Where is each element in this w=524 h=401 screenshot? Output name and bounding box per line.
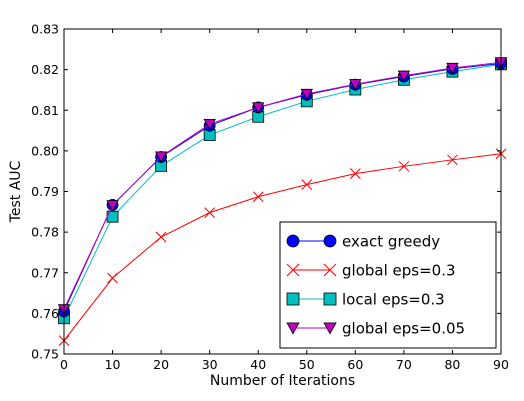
y-tick-label: 0.80 — [31, 143, 59, 158]
y-tick-label: 0.82 — [31, 62, 59, 77]
x-tick-label: 60 — [347, 357, 363, 372]
series-point — [154, 151, 168, 163]
series-line — [63, 153, 502, 341]
y-tick-label: 0.78 — [31, 225, 59, 240]
series-point — [301, 179, 313, 190]
x-tick-label: 0 — [60, 357, 68, 372]
legend: exact greedy global eps=0.3 local eps=0.3 g… — [279, 221, 497, 349]
x-marker-stroke — [107, 272, 118, 284]
x-marker-stroke — [204, 207, 216, 218]
series-point — [397, 70, 411, 82]
x-tick-label: 50 — [299, 357, 315, 372]
x-tick-label: 80 — [444, 357, 460, 372]
x-axis-label: Number of Iterations — [210, 373, 355, 389]
legend-entry: exact greedy — [286, 233, 440, 251]
y-tick-label: 0.83 — [31, 22, 59, 37]
x-marker-stroke — [301, 179, 313, 190]
x-tick-label: 70 — [396, 357, 412, 372]
x-marker-stroke — [323, 263, 337, 277]
legend-entry: global eps=0.05 — [286, 320, 465, 338]
series-point — [323, 322, 337, 335]
x-marker-stroke — [252, 191, 264, 203]
series-point — [286, 322, 300, 335]
x-marker-stroke — [286, 263, 300, 277]
x-marker-stroke — [349, 168, 361, 179]
series-point — [349, 79, 362, 91]
legend-entry: global eps=0.3 — [286, 262, 456, 280]
series-point — [349, 168, 361, 179]
series-line — [63, 61, 502, 310]
ticks-layer: 0 10 20 30 40 50 60 70 80 90 0.75 0.76 0.77 0.78 0.79 0… — [31, 22, 509, 373]
series-layer — [57, 57, 508, 346]
series-point — [286, 292, 300, 306]
x-marker-stroke — [155, 231, 167, 243]
x-marker-stroke — [398, 160, 410, 172]
series-point — [323, 292, 337, 306]
series-point — [155, 231, 167, 243]
y-axis-label: Test AUC — [8, 160, 24, 223]
x-tick-label: 40 — [250, 357, 266, 372]
legend-label: local eps=0.3 — [342, 291, 445, 309]
y-tick-label: 0.79 — [31, 184, 59, 199]
series-point — [252, 102, 265, 114]
series-point — [446, 62, 459, 75]
series-point — [252, 191, 264, 203]
legend-label: global eps=0.3 — [342, 262, 456, 280]
series-point — [286, 263, 300, 277]
x-tick-label: 30 — [202, 357, 218, 372]
legend-box — [279, 221, 497, 349]
series-point — [447, 154, 458, 166]
legend-entry: local eps=0.3 — [286, 291, 445, 309]
legend-label: global eps=0.05 — [342, 320, 465, 338]
y-tick-label: 0.77 — [31, 265, 59, 280]
series-point — [203, 118, 216, 131]
x-marker-stroke — [447, 154, 458, 166]
y-tick-label: 0.76 — [31, 306, 59, 321]
axes-frame — [63, 28, 502, 355]
series-x — [58, 148, 507, 346]
x-tick-label: 20 — [153, 357, 169, 372]
series-point — [204, 207, 216, 218]
series-point — [286, 234, 300, 248]
series-point — [323, 234, 337, 248]
y-tick-label: 0.81 — [31, 103, 59, 118]
series-point — [300, 88, 313, 101]
series-line — [63, 63, 502, 319]
series-point — [106, 200, 119, 212]
x-tick-label: 10 — [105, 357, 121, 372]
y-tick-label: 0.75 — [31, 347, 59, 362]
series-point — [107, 272, 118, 284]
series-point — [323, 263, 337, 277]
legend-label: exact greedy — [342, 233, 440, 251]
x-tick-label: 90 — [493, 357, 509, 372]
series-point — [398, 160, 410, 172]
